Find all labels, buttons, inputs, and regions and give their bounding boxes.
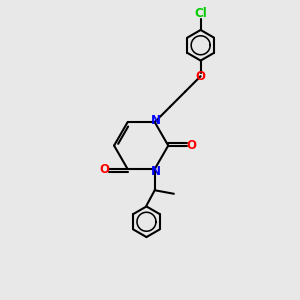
Text: Cl: Cl: [194, 7, 207, 20]
Text: N: N: [151, 114, 161, 127]
Text: N: N: [151, 165, 161, 178]
Text: O: O: [186, 139, 196, 152]
Text: O: O: [100, 163, 110, 176]
Text: O: O: [196, 70, 206, 83]
